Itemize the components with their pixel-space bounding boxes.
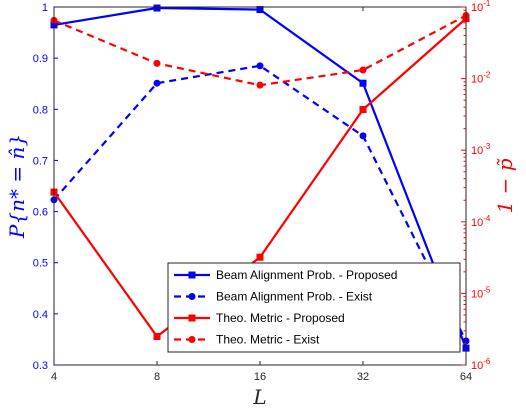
data-point [153,333,161,341]
left-tick-label: 0.4 [33,309,48,321]
left-tick-label: 0.8 [33,104,48,116]
data-point [256,62,264,70]
left-tick-label: 0.7 [33,155,48,167]
data-point [359,79,367,87]
legend-marker [188,314,196,322]
left-axis-ticks: 0.3 0.4 0.5 0.6 0.7 0.8 0.9 1 [33,2,58,372]
legend-marker [188,271,196,279]
right-axis-label: 1 − p̃ [493,158,517,214]
right-tick-label: 10-1 [471,0,491,14]
x-tick-label: 32 [357,371,369,383]
legend-box [167,262,461,353]
left-tick-label: 1 [42,2,48,14]
legend-label: Theo. Metric - Proposed [216,311,345,325]
legend-marker [188,293,196,300]
data-point [359,106,367,114]
left-tick-label: 0.3 [33,360,48,372]
x-tick-label: 4 [51,371,57,383]
right-axis-ticks: 10-6 10-5 10-4 10-3 10-2 10-1 [461,0,491,372]
x-axis-label: L [252,385,266,409]
right-tick-label: 10-4 [471,214,491,229]
data-point [153,79,161,87]
right-tick-label: 10-3 [471,142,491,157]
left-axis-label: P{n* = n̂} [5,134,29,239]
data-point [256,253,264,261]
x-tick-label: 8 [154,371,160,383]
legend: Beam Alignment Prob. - Proposed Beam Alig… [167,262,461,353]
series-line [53,64,467,342]
x-tick-label: 16 [254,371,266,383]
legend-marker [188,336,196,343]
left-tick-label: 0.6 [33,207,48,219]
legend-label: Theo. Metric - Exist [216,333,320,347]
data-point [153,59,161,67]
legend-label: Beam Alignment Prob. - Proposed [216,268,397,282]
data-point [359,132,367,140]
data-point [256,81,264,89]
left-tick-label: 0.9 [33,53,48,65]
series-layer [50,4,470,352]
x-axis-ticks: 4 8 16 32 64 [51,7,472,383]
right-tick-label: 10-2 [471,71,491,86]
right-tick-label: 10-5 [471,285,491,300]
data-point [359,66,367,74]
left-tick-label: 0.5 [33,258,48,270]
legend-label: Beam Alignment Prob. - Exist [216,290,373,304]
x-tick-label: 64 [460,371,472,383]
right-tick-label: 10-6 [471,357,491,372]
